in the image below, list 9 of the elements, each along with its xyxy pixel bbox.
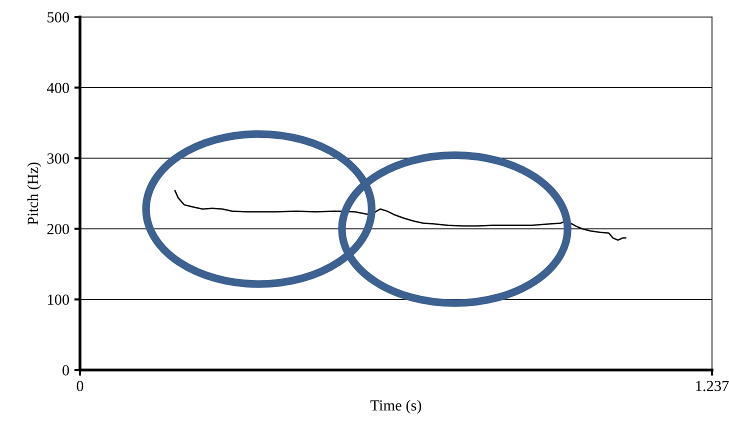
y-tick-label: 0 [62, 365, 69, 376]
y-tick-label: 200 [47, 224, 69, 234]
y-tick-label: 100 [48, 294, 69, 305]
y-tick-label: 500 [48, 12, 69, 22]
y-tick-label: 300 [47, 153, 69, 164]
y-tick-label: 400 [46, 82, 69, 94]
x-axis-title: Time (s) [370, 400, 422, 414]
y-axis-title: Pitch (Hz) [27, 162, 42, 225]
x-tick-label: 1.237 [696, 380, 729, 392]
